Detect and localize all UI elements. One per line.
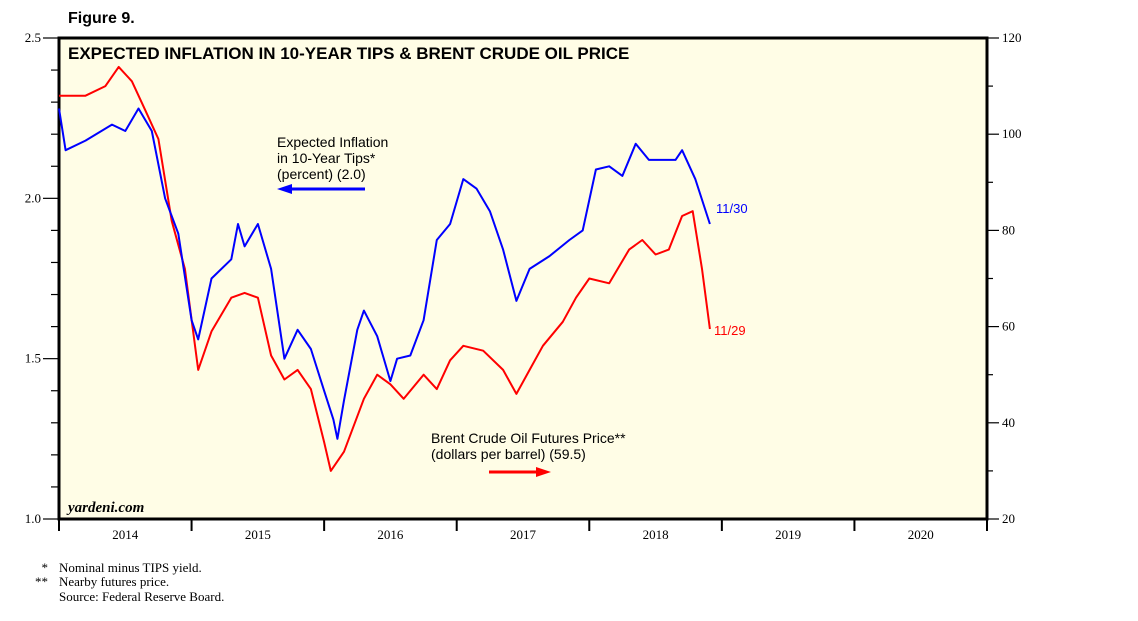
x-axis-tick-label: 2017 bbox=[510, 527, 537, 542]
inflation-arrow-icon bbox=[277, 184, 365, 194]
oil-end-label: 11/29 bbox=[714, 323, 746, 338]
footnote-2: Nearby futures price. bbox=[59, 574, 169, 589]
right-axis-tick-label: 100 bbox=[1002, 126, 1022, 141]
left-axis-tick-label: 1.5 bbox=[25, 351, 41, 366]
x-axis-tick-label: 2015 bbox=[245, 527, 271, 542]
footnote-mark-2: ** bbox=[35, 574, 48, 589]
right-axis-tick-label: 120 bbox=[1002, 30, 1022, 45]
inflation-series-line bbox=[58, 107, 711, 440]
right-axis-tick-label: 40 bbox=[1002, 415, 1015, 430]
oil-label-2: (dollars per barrel) (59.5) bbox=[431, 446, 586, 462]
figure-label: Figure 9. bbox=[68, 10, 135, 27]
inflation-label-1: Expected Inflation bbox=[277, 134, 388, 150]
chart-title: EXPECTED INFLATION IN 10-YEAR TIPS & BRE… bbox=[68, 44, 629, 63]
x-axis-tick-label: 2014 bbox=[112, 527, 139, 542]
inflation-label-3: (percent) (2.0) bbox=[277, 166, 366, 182]
oil-series-line bbox=[59, 65, 711, 472]
inflation-end-label: 11/30 bbox=[716, 201, 748, 216]
right-axis-tick-label: 20 bbox=[1002, 511, 1015, 526]
oil-label-1: Brent Crude Oil Futures Price** bbox=[431, 430, 626, 446]
footnote-3: Source: Federal Reserve Board. bbox=[59, 589, 224, 604]
inflation-label-2: in 10-Year Tips* bbox=[277, 150, 376, 166]
right-axis-tick-label: 80 bbox=[1002, 222, 1015, 237]
right-axis-tick-label: 60 bbox=[1002, 319, 1015, 334]
footnote-mark-1: * bbox=[42, 560, 49, 575]
left-axis-tick-label: 2.0 bbox=[25, 190, 41, 205]
oil-arrow-icon bbox=[489, 467, 551, 477]
x-axis-tick-label: 2019 bbox=[775, 527, 801, 542]
left-axis-tick-label: 2.5 bbox=[25, 30, 41, 45]
x-axis-tick-label: 2020 bbox=[908, 527, 934, 542]
left-axis-tick-label: 1.0 bbox=[25, 511, 41, 526]
plot-area bbox=[57, 36, 989, 521]
watermark: yardeni.com bbox=[66, 500, 144, 516]
x-axis-tick-label: 2016 bbox=[377, 527, 404, 542]
x-axis-tick-label: 2018 bbox=[643, 527, 669, 542]
footnote-1: Nominal minus TIPS yield. bbox=[59, 560, 202, 575]
